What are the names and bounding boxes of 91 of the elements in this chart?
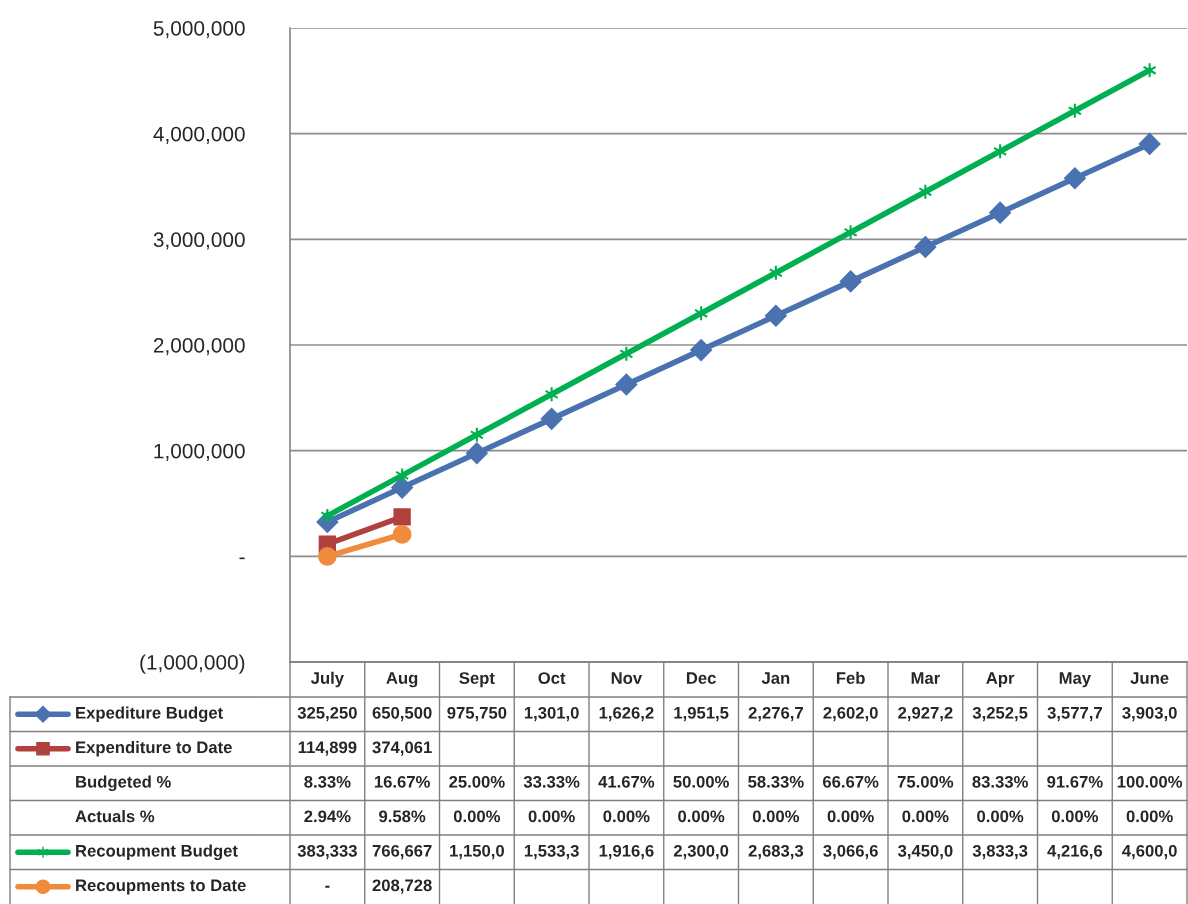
y-tick-label: 2,000,000 <box>153 338 245 356</box>
x-tick-label: Sept <box>459 672 495 688</box>
y-tick-label: 5,000,000 <box>153 21 245 39</box>
text: 33.33% <box>523 775 580 788</box>
text: 8.33% <box>304 775 351 788</box>
text: 41.67% <box>598 775 655 788</box>
y-tick-label: 1,000,000 <box>154 443 245 461</box>
text: 0.00% <box>603 810 650 823</box>
point <box>690 339 712 361</box>
data-label: 2,927,2 <box>898 706 953 722</box>
text: 0.00% <box>528 810 575 823</box>
data-label: 4,216,6 <box>1047 844 1103 860</box>
data-label: - <box>325 885 330 888</box>
x-tick-label: Mar <box>911 672 940 684</box>
point <box>393 508 411 526</box>
text: 0.00% <box>827 810 874 823</box>
data-label: 3,252,5 <box>972 706 1028 722</box>
data-label: 2,276,7 <box>748 706 803 722</box>
y-tick-label: 4,000,000 <box>153 126 245 144</box>
text: 50.00% <box>673 775 729 788</box>
point <box>391 476 413 499</box>
data-label: 3,066,6 <box>823 844 878 860</box>
point <box>392 524 412 544</box>
data-label: 208,728 <box>372 879 432 894</box>
data-label: 650,500 <box>372 706 432 722</box>
data-label: 1,916,6 <box>599 844 654 860</box>
text: 0.00% <box>902 810 949 823</box>
x-tick-label: July <box>310 671 344 688</box>
text: 25.00% <box>449 775 505 788</box>
data-label: 4,600,0 <box>1122 844 1177 860</box>
data-label: 325,250 <box>297 706 357 722</box>
data-label: 1,301,0 <box>524 706 579 722</box>
text: 9.58% <box>379 810 426 823</box>
y-tick-label: (1,000,000) <box>140 654 245 674</box>
x-tick-label: Jan <box>761 672 790 684</box>
text: Actuals % <box>75 809 155 823</box>
text: 58.33% <box>748 775 804 788</box>
x-tick-label: Apr <box>986 672 1015 688</box>
data-label: 2,300,0 <box>673 844 729 860</box>
data-label: 374,061 <box>372 741 432 756</box>
data-label: 3,450,0 <box>897 844 953 860</box>
x-tick-label: May <box>1059 672 1091 688</box>
point <box>914 236 937 258</box>
text: 100.00% <box>1117 775 1183 788</box>
point <box>765 304 787 327</box>
text: 75.00% <box>897 775 954 788</box>
data-label: 1,150,0 <box>450 844 504 860</box>
x-tick-label: Feb <box>836 671 865 684</box>
legend-label: Recoupments to Date <box>76 879 246 895</box>
text: 83.33% <box>972 775 1028 788</box>
point <box>839 270 862 293</box>
text: 0.00% <box>1051 810 1099 823</box>
y-tick-label: 3,000,000 <box>153 232 245 250</box>
x-tick-label: Dec <box>686 672 716 684</box>
text: 66.67% <box>822 775 879 788</box>
point <box>1064 167 1086 190</box>
data-label: 766,667 <box>372 844 432 860</box>
text: 91.67% <box>1047 775 1103 788</box>
text: 16.67% <box>374 775 430 788</box>
legend-label: Recoupment Budget <box>76 844 238 861</box>
legend-label: Expediture Budget <box>76 706 223 723</box>
data-label: 2,683,3 <box>748 844 804 860</box>
text: 2.94% <box>304 810 351 823</box>
data-label: 1,533,3 <box>524 844 579 860</box>
text: 0.00% <box>453 810 501 823</box>
point <box>318 546 337 566</box>
x-tick-label: Aug <box>386 672 418 688</box>
data-label: 2,602,0 <box>823 706 878 722</box>
data-label: 3,577,7 <box>1047 706 1102 722</box>
x-tick-label: Oct <box>538 672 566 684</box>
point <box>989 201 1011 224</box>
x-tick-label: June <box>1130 672 1169 684</box>
legend-label: Expenditure to Date <box>76 740 232 757</box>
data-label: 1,626,2 <box>599 706 654 722</box>
text: 0.00% <box>977 810 1024 823</box>
y-tick-label: - <box>239 557 245 560</box>
point <box>1138 133 1161 155</box>
text: 0.00% <box>678 810 725 823</box>
text: Budgeted % <box>76 775 171 792</box>
data-label: 975,750 <box>447 706 507 722</box>
point <box>615 373 638 396</box>
data-label: 383,333 <box>297 844 357 860</box>
data-label: 3,833,3 <box>972 844 1028 860</box>
text: 0.00% <box>1126 810 1173 823</box>
data-label: 3,903,0 <box>1122 706 1177 722</box>
data-label: 114,899 <box>298 741 357 756</box>
point <box>540 408 563 430</box>
point <box>466 442 488 465</box>
text: 0.00% <box>752 810 800 823</box>
x-tick-label: Nov <box>611 672 643 684</box>
data-label: 1,951,5 <box>674 706 729 722</box>
